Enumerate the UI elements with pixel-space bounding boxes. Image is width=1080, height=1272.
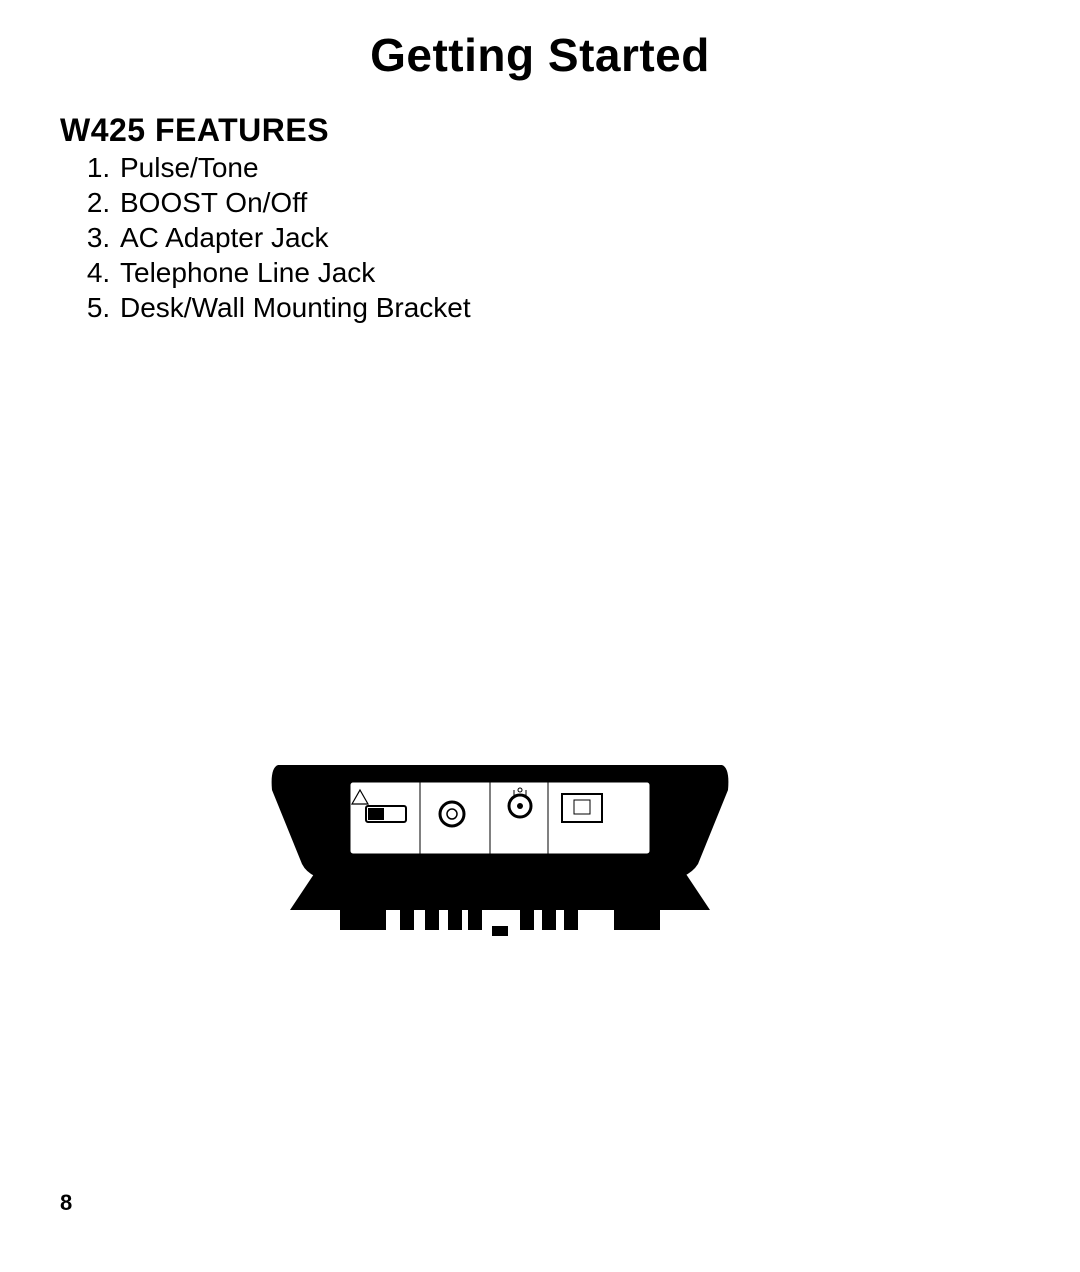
list-item: BOOST On/Off: [118, 185, 471, 220]
page-number: 8: [60, 1190, 72, 1216]
manual-page: Getting Started W425 FEATURES Pulse/Tone…: [0, 0, 1080, 1272]
device-diagram: [190, 370, 910, 1140]
feature-list: Pulse/Tone BOOST On/Off AC Adapter Jack …: [60, 150, 471, 325]
list-item: Desk/Wall Mounting Bracket: [118, 290, 471, 325]
section-heading: W425 FEATURES: [60, 112, 329, 149]
list-item: AC Adapter Jack: [118, 220, 471, 255]
list-item: Telephone Line Jack: [118, 255, 471, 290]
page-title: Getting Started: [0, 28, 1080, 82]
list-item: Pulse/Tone: [118, 150, 471, 185]
device-svg: [190, 370, 910, 1140]
